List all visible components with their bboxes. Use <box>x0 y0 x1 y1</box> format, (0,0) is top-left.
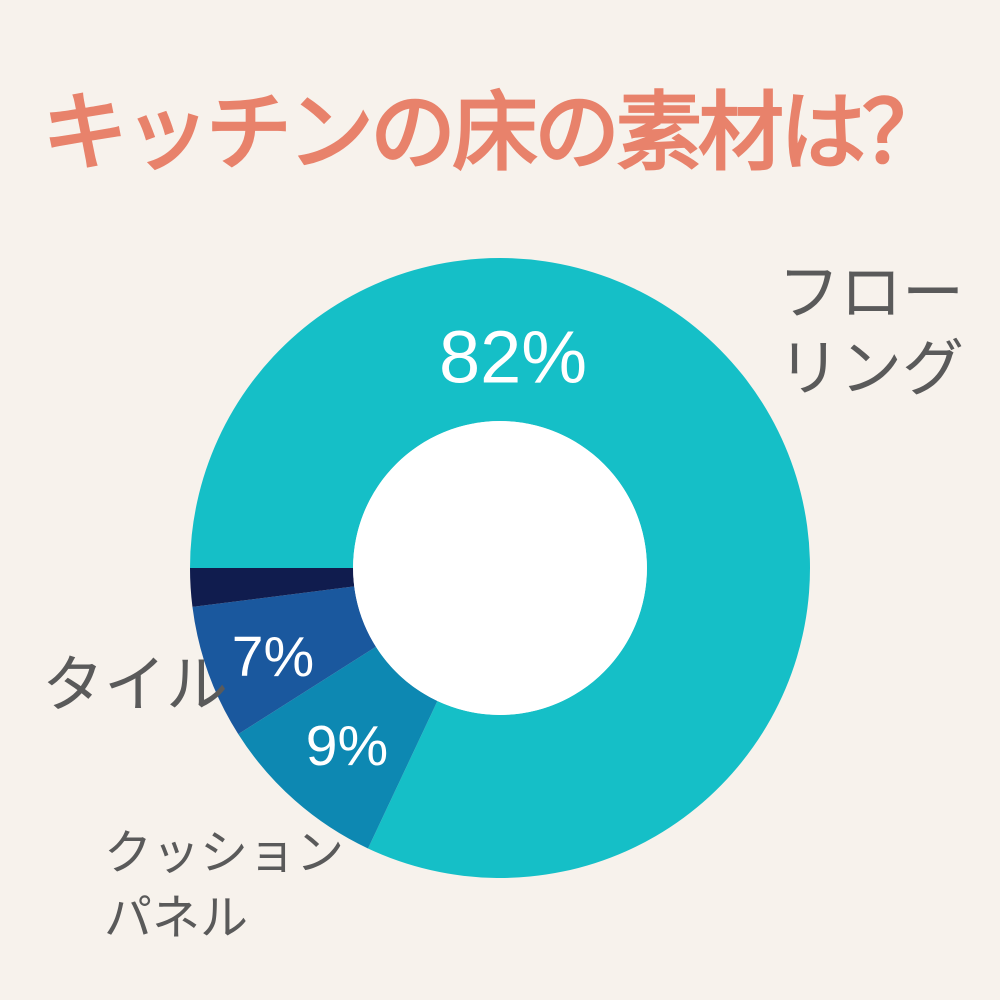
category-label-flooring-line1: フロー <box>778 259 965 328</box>
percent-label-tile: 7% <box>231 625 315 689</box>
donut-segment-tile <box>192 586 376 735</box>
donut-chart <box>190 258 811 879</box>
percent-label-flooring: 82% <box>438 315 588 399</box>
donut-hole <box>353 421 647 715</box>
category-label-flooring: フロー リング <box>778 256 964 407</box>
page-title: キッチンの床の素材は？ <box>42 85 948 181</box>
category-label-tile-text: タイル <box>42 651 229 720</box>
percent-label-cushion: 9% <box>305 714 389 778</box>
donut-segment-cushion-panel <box>238 646 438 849</box>
donut-segment-other <box>190 568 355 607</box>
category-label-tile: タイル <box>42 648 228 724</box>
category-label-flooring-line2: リング <box>778 334 965 404</box>
category-label-cushion-line1: クッション <box>104 827 345 880</box>
category-label-cushion-panel: クッション パネル <box>104 822 344 952</box>
category-label-cushion-line2: パネル <box>104 891 249 945</box>
donut-segment-flooring <box>190 258 811 879</box>
